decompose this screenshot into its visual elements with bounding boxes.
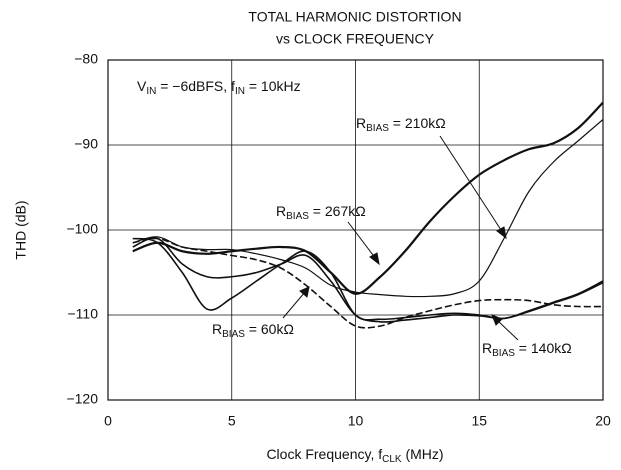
- annotation-part: BIAS: [286, 211, 309, 222]
- annotation-part: BIAS: [492, 348, 515, 359]
- annotation-part: = 267kΩ: [309, 203, 366, 219]
- x-tick-label: 20: [595, 413, 611, 429]
- annotation-part: IN: [235, 86, 245, 97]
- x-axis-label-part: Clock Frequency, f: [266, 446, 382, 462]
- x-tick-label: 10: [348, 413, 364, 429]
- y-tick-label: −120: [66, 391, 98, 407]
- series-line: [132, 119, 604, 298]
- chart-subtitle: vs CLOCK FREQUENCY: [276, 31, 435, 47]
- annotation-part: BIAS: [222, 329, 245, 340]
- arrowhead: [299, 286, 310, 298]
- x-tick-label: 0: [104, 413, 112, 429]
- arrow: [496, 319, 519, 341]
- x-tick-label: 15: [471, 413, 487, 429]
- y-axis-label: THD (dB): [13, 200, 29, 259]
- series-line: [132, 101, 604, 295]
- annotation: RBIAS = 60kΩ: [212, 321, 294, 340]
- x-tick-label: 5: [228, 413, 236, 429]
- annotation-part: R: [482, 340, 492, 356]
- annotation-part: R: [276, 203, 286, 219]
- x-axis-label-part: (MHz): [402, 446, 444, 462]
- y-tick-label: −100: [66, 221, 98, 237]
- annotation-part: BIAS: [366, 123, 389, 134]
- chart-title: TOTAL HARMONIC DISTORTION: [248, 9, 461, 25]
- x-axis-label-part: CLK: [382, 454, 402, 465]
- annotation-part: IN: [146, 86, 156, 97]
- arrow: [439, 135, 504, 234]
- annotation: VIN = −6dBFS, fIN = 10kHz: [137, 78, 301, 97]
- annotation-part: V: [137, 78, 147, 94]
- annotation-part: = −6dBFS, f: [156, 78, 235, 94]
- y-tick-label: −80: [74, 51, 98, 67]
- annotation-part: R: [356, 115, 366, 131]
- annotation: RBIAS = 140kΩ: [482, 340, 572, 359]
- x-axis-label: Clock Frequency, fCLK (MHz): [266, 446, 443, 465]
- y-tick-label: −110: [68, 306, 99, 322]
- arrow: [347, 221, 377, 260]
- series-line: [132, 237, 604, 329]
- annotation: RBIAS = 210kΩ: [356, 115, 446, 134]
- arrows: [282, 135, 519, 341]
- y-tick-label: −90: [74, 136, 98, 152]
- arrow: [282, 291, 306, 319]
- annotation-part: = 140kΩ: [515, 340, 572, 356]
- annotation: RBIAS = 267kΩ: [276, 203, 366, 222]
- annotation-part: = 60kΩ: [245, 321, 294, 337]
- series-line: [132, 237, 604, 323]
- arrowhead: [369, 252, 380, 266]
- annotation-part: = 210kΩ: [389, 115, 446, 131]
- annotation-part: = 10kHz: [245, 78, 301, 94]
- annotation-part: R: [212, 321, 222, 337]
